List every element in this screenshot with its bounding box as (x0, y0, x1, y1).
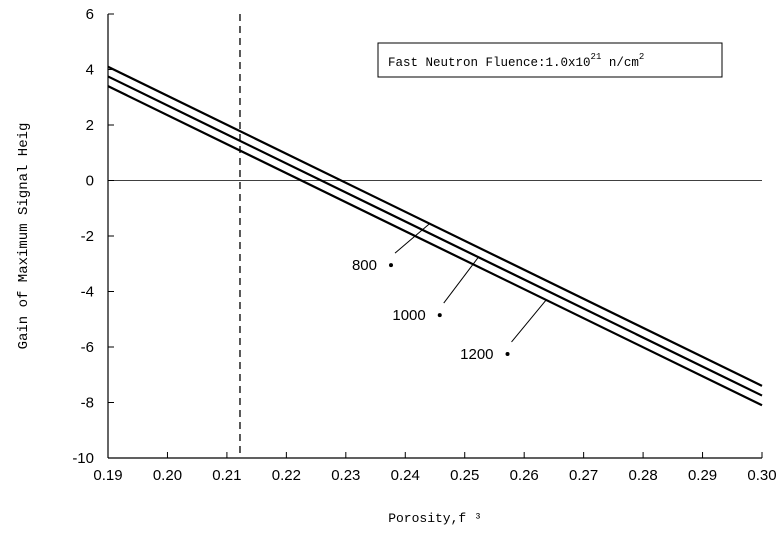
y-tick-label: 2 (86, 117, 94, 134)
y-tick-label: -4 (81, 284, 94, 301)
series-line-1000 (107, 75, 763, 397)
y-ticks: 6 4 2 0 -2 -4 -6 -8 -10 (72, 6, 114, 467)
y-tick-label: -6 (81, 339, 94, 356)
series-label-800: 800 (352, 257, 377, 274)
series-layer (107, 65, 763, 407)
series-labels: 800 1000 1200 (352, 223, 547, 363)
series-label-marker-1000 (437, 313, 442, 318)
x-tick-label: 0.21 (212, 467, 241, 484)
series-leader-1200 (511, 299, 547, 343)
x-tick-label: 0.24 (391, 467, 420, 484)
series-label-marker-800 (389, 263, 394, 268)
x-tick-label: 0.27 (569, 467, 598, 484)
y-axis-title: Gain of Maximum Signal Heig (16, 123, 32, 350)
plot-area (107, 14, 762, 459)
x-axis-title: Porosity,f ³ (388, 511, 482, 526)
annotation-prefix: Fast Neutron Fluence:1.0x10 (388, 56, 591, 70)
y-tick-label: -10 (72, 450, 94, 467)
x-tick-label: 0.29 (688, 467, 717, 484)
x-tick-label: 0.28 (628, 467, 657, 484)
x-tick-label: 0.19 (93, 467, 122, 484)
series-line-800 (107, 65, 763, 387)
x-tick-label: 0.20 (153, 467, 182, 484)
y-tick-label: 0 (86, 173, 94, 190)
x-tick-label: 0.30 (747, 467, 776, 484)
series-line-1200 (107, 85, 763, 407)
series-label-marker-1200 (505, 351, 510, 356)
y-tick-label: 4 (86, 62, 94, 79)
annotation-unit: n/cm (601, 56, 639, 70)
annotation-frame (377, 42, 723, 78)
series-label-1000: 1000 (392, 307, 425, 324)
series-leader-800 (394, 223, 430, 254)
x-tick-label: 0.22 (272, 467, 301, 484)
annotation-box: Fast Neutron Fluence:1.0x1021 n/cm2 (377, 42, 723, 78)
series-leader-1000 (443, 256, 479, 304)
annotation-text: Fast Neutron Fluence:1.0x1021 n/cm2 (388, 52, 644, 70)
x-ticks: 0.19 0.20 0.21 0.22 0.23 0.24 0.25 0.26 0.27 0.28… (93, 452, 776, 484)
annotation-unit-exponent: 2 (639, 52, 644, 62)
series-label-1200: 1200 (460, 346, 493, 363)
annotation-exponent: 21 (591, 52, 602, 62)
x-tick-label: 0.23 (331, 467, 360, 484)
x-tick-label: 0.26 (510, 467, 539, 484)
y-tick-label: 6 (86, 6, 94, 23)
y-tick-label: -8 (81, 395, 94, 412)
y-tick-label: -2 (81, 228, 94, 245)
x-tick-label: 0.25 (450, 467, 479, 484)
